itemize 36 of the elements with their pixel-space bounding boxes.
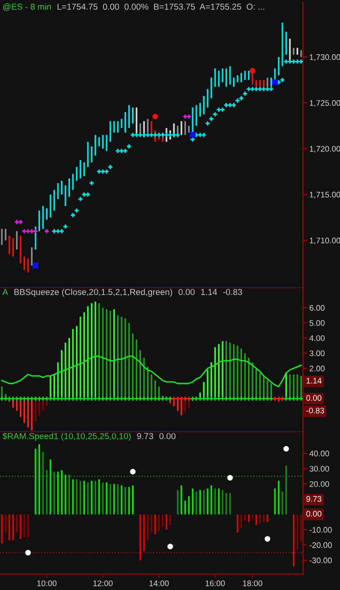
annotation: 0.00	[178, 288, 195, 296]
y-tick-label: 6.00	[310, 305, 325, 311]
x-tick-label: 12:00	[93, 580, 113, 586]
y-tick-label: 20.00	[310, 481, 330, 487]
annotation: 1.14	[306, 378, 322, 384]
y-tick-label: 5.00	[310, 320, 325, 326]
annotation: -0.83	[223, 288, 242, 296]
y-tick-label: 1,710.00	[310, 238, 340, 244]
chart-subtitle: L=1754.75 0.00 0.00% B=1753.75 A=1755.25 O: ...	[58, 4, 264, 10]
chart-title: A	[2, 289, 8, 295]
annotation: -0.83	[306, 408, 324, 414]
annotation: 9.73	[137, 433, 154, 440]
chart-title: $RAM.Speed1 (10,10,25,25,0,10)	[2, 432, 131, 441]
y-tick-label: 2.00	[310, 366, 325, 372]
y-tick-label: 1,720.00	[310, 146, 340, 153]
annotation: 1.14	[201, 289, 218, 295]
chart-title: @ES - 8 min	[3, 3, 51, 11]
annotation: 0.00	[306, 510, 322, 517]
y-tick-label: 40.00	[309, 450, 330, 456]
x-tick-label: 14:00	[150, 580, 169, 586]
y-tick-label: 1,725.00	[310, 100, 340, 107]
annotation: 9.73	[306, 496, 322, 502]
chart-subtitle: BBSqueeze (Close,20,1.5,2,1,Red,green)	[14, 288, 172, 297]
y-tick-label: 1,730.00	[310, 54, 340, 61]
x-tick-label: 10:00	[37, 580, 57, 586]
y-tick-label: 3.00	[310, 350, 325, 356]
annotation: 0.00	[306, 395, 322, 401]
y-tick-label: 4.00	[309, 335, 325, 342]
y-tick-label: 30.00	[310, 466, 330, 472]
x-tick-label: 18:00	[243, 580, 262, 586]
y-tick-label: 1,715.00	[310, 192, 340, 198]
y-tick-label: -20.00	[310, 542, 332, 548]
y-tick-label: -10.00	[310, 527, 332, 533]
x-tick-label: 16:00	[206, 580, 225, 586]
y-tick-label: -30.00	[310, 558, 332, 564]
annotation: 0.00	[159, 433, 176, 440]
